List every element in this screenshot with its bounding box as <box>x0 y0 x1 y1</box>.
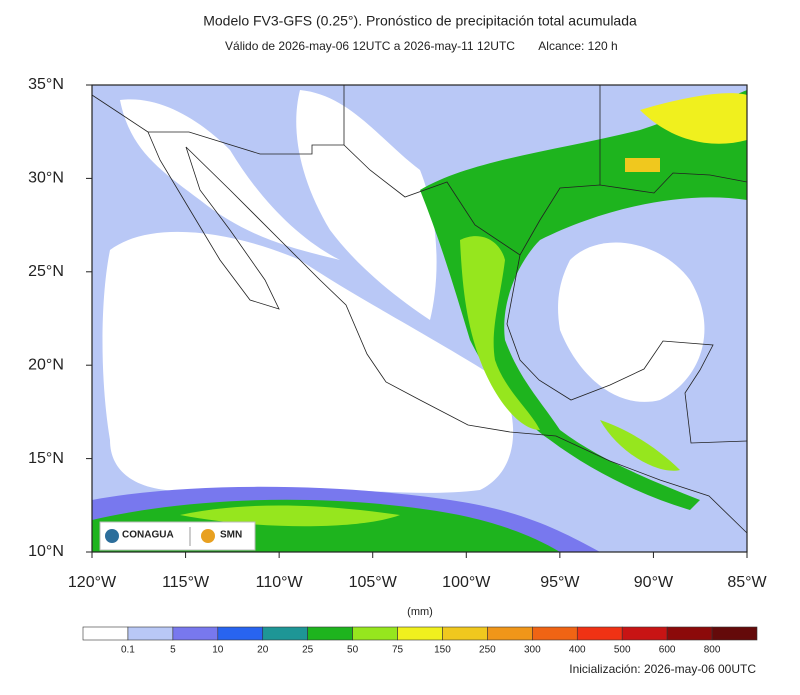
legend-swatch <box>576 626 623 641</box>
title: Modelo FV3-GFS (0.25°). Pronóstico de pr… <box>203 13 637 29</box>
legend-swatch <box>711 626 758 641</box>
lat-label: 30°N <box>28 170 64 187</box>
logo-text: CONAGUA <box>122 530 174 541</box>
lat-label: 20°N <box>28 356 64 373</box>
lon-label: 110°W <box>256 574 304 591</box>
lon-label: 105°W <box>349 574 398 591</box>
legend-label: 10 <box>212 645 224 656</box>
legend-label: 600 <box>659 645 676 656</box>
legend-swatch <box>532 626 578 641</box>
logo-text: SMN <box>220 530 242 541</box>
lon-label: 85°W <box>727 574 767 591</box>
legend-swatch <box>442 626 488 641</box>
legend-swatch <box>487 626 533 641</box>
init-time: Inicialización: 2026-may-06 00UTC <box>569 662 756 676</box>
lon-label: 90°W <box>634 574 674 591</box>
forecast-range: Alcance: 120 h <box>538 39 617 53</box>
legend-swatch <box>307 626 353 641</box>
legend-label: 500 <box>614 645 631 656</box>
legend-label: 5 <box>170 645 176 656</box>
lat-label: 15°N <box>28 450 64 467</box>
coastlines <box>91 85 748 534</box>
legend-label: 300 <box>524 645 541 656</box>
legend-label: 150 <box>434 645 451 656</box>
precip-field <box>92 85 747 552</box>
legend-label: 0.1 <box>121 645 135 656</box>
lat-label: 25°N <box>28 263 64 280</box>
legend-swatch <box>621 626 668 641</box>
lon-label: 95°W <box>540 574 580 591</box>
legend-swatch <box>172 626 219 641</box>
legend-label: 250 <box>479 645 496 656</box>
lon-label: 100°W <box>442 574 491 591</box>
legend-swatch <box>262 626 308 641</box>
logo-box: CONAGUA SMN <box>99 521 256 551</box>
legend-swatch <box>217 626 264 641</box>
lat-label: 35°N <box>28 76 64 93</box>
legend-swatch <box>127 626 174 641</box>
legend-label: 75 <box>392 645 404 656</box>
lon-label: 115°W <box>162 574 210 591</box>
map-frame <box>91 84 748 553</box>
legend-swatch <box>82 626 129 641</box>
valid-period: Válido de 2026-may-06 12UTC a 2026-may-1… <box>225 39 515 53</box>
legend-swatch <box>666 626 713 641</box>
legend-swatch <box>352 626 398 641</box>
legend-label: 400 <box>569 645 586 656</box>
lon-label: 120°W <box>68 574 117 591</box>
legend-label: 20 <box>257 645 269 656</box>
lat-label: 10°N <box>28 543 64 560</box>
legend-label: 800 <box>704 645 721 656</box>
legend-label: 50 <box>347 645 359 656</box>
legend-label: 25 <box>302 645 314 656</box>
legend-swatch <box>397 626 443 641</box>
legend-unit: (mm) <box>407 606 433 618</box>
